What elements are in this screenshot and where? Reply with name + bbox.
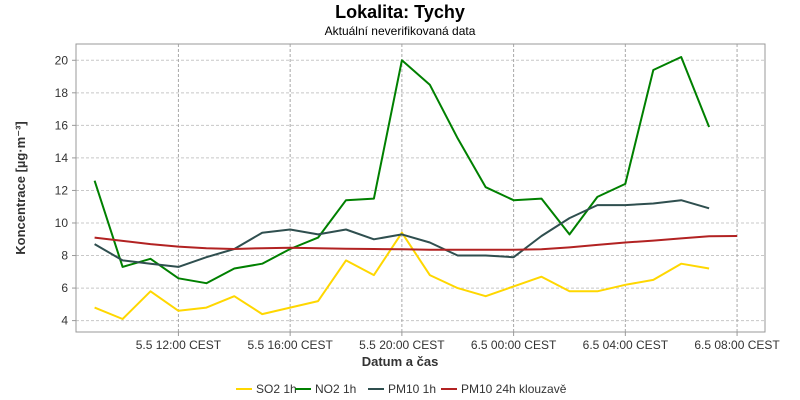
- series-group: [93, 56, 738, 320]
- chart-title: Lokalita: Tychy: [335, 2, 465, 22]
- plot-frame: [75, 43, 766, 333]
- legend-label: PM10 1h: [388, 382, 436, 396]
- legend-label: SO2 1h: [256, 382, 297, 396]
- y-tick-label: 14: [55, 151, 69, 165]
- y-tick-label: 10: [55, 216, 69, 230]
- x-tick-label: 6.5 08:00 CEST: [694, 338, 780, 352]
- x-tick-label: 5.5 20:00 CEST: [359, 338, 445, 352]
- y-axis: 4 6 8 10 12 14 16 18 20: [55, 53, 76, 328]
- legend-label: PM10 24h klouzavě: [461, 382, 567, 396]
- x-axis-label: Datum a čas: [362, 354, 439, 369]
- y-tick-label: 12: [55, 183, 69, 197]
- y-tick-label: 8: [61, 249, 68, 263]
- x-tick-label: 6.5 04:00 CEST: [583, 338, 669, 352]
- legend-label: NO2 1h: [315, 382, 356, 396]
- y-tick-label: 20: [55, 53, 69, 67]
- series-line-1: [93, 56, 711, 285]
- legend: SO2 1h NO2 1h PM10 1h PM10 24h klouzavě: [236, 382, 567, 396]
- x-axis: 5.5 12:00 CEST 5.5 16:00 CEST 5.5 20:00 CE…: [136, 332, 780, 352]
- x-tick-label: 5.5 12:00 CEST: [136, 338, 222, 352]
- series-line-3: [94, 235, 738, 251]
- y-tick-label: 18: [55, 86, 69, 100]
- y-tick-label: 6: [61, 281, 68, 295]
- y-axis-label: Koncentrace [µg·m⁻³]: [13, 121, 28, 255]
- y-tick-label: 16: [55, 118, 69, 132]
- grid: [76, 44, 765, 332]
- x-tick-label: 6.5 00:00 CEST: [471, 338, 557, 352]
- series-line-0: [94, 231, 710, 320]
- x-tick-label: 5.5 16:00 CEST: [247, 338, 333, 352]
- y-tick-label: 4: [61, 314, 68, 328]
- chart-subtitle: Aktuální neverifikovaná data: [325, 24, 476, 38]
- series-line-2: [94, 199, 710, 268]
